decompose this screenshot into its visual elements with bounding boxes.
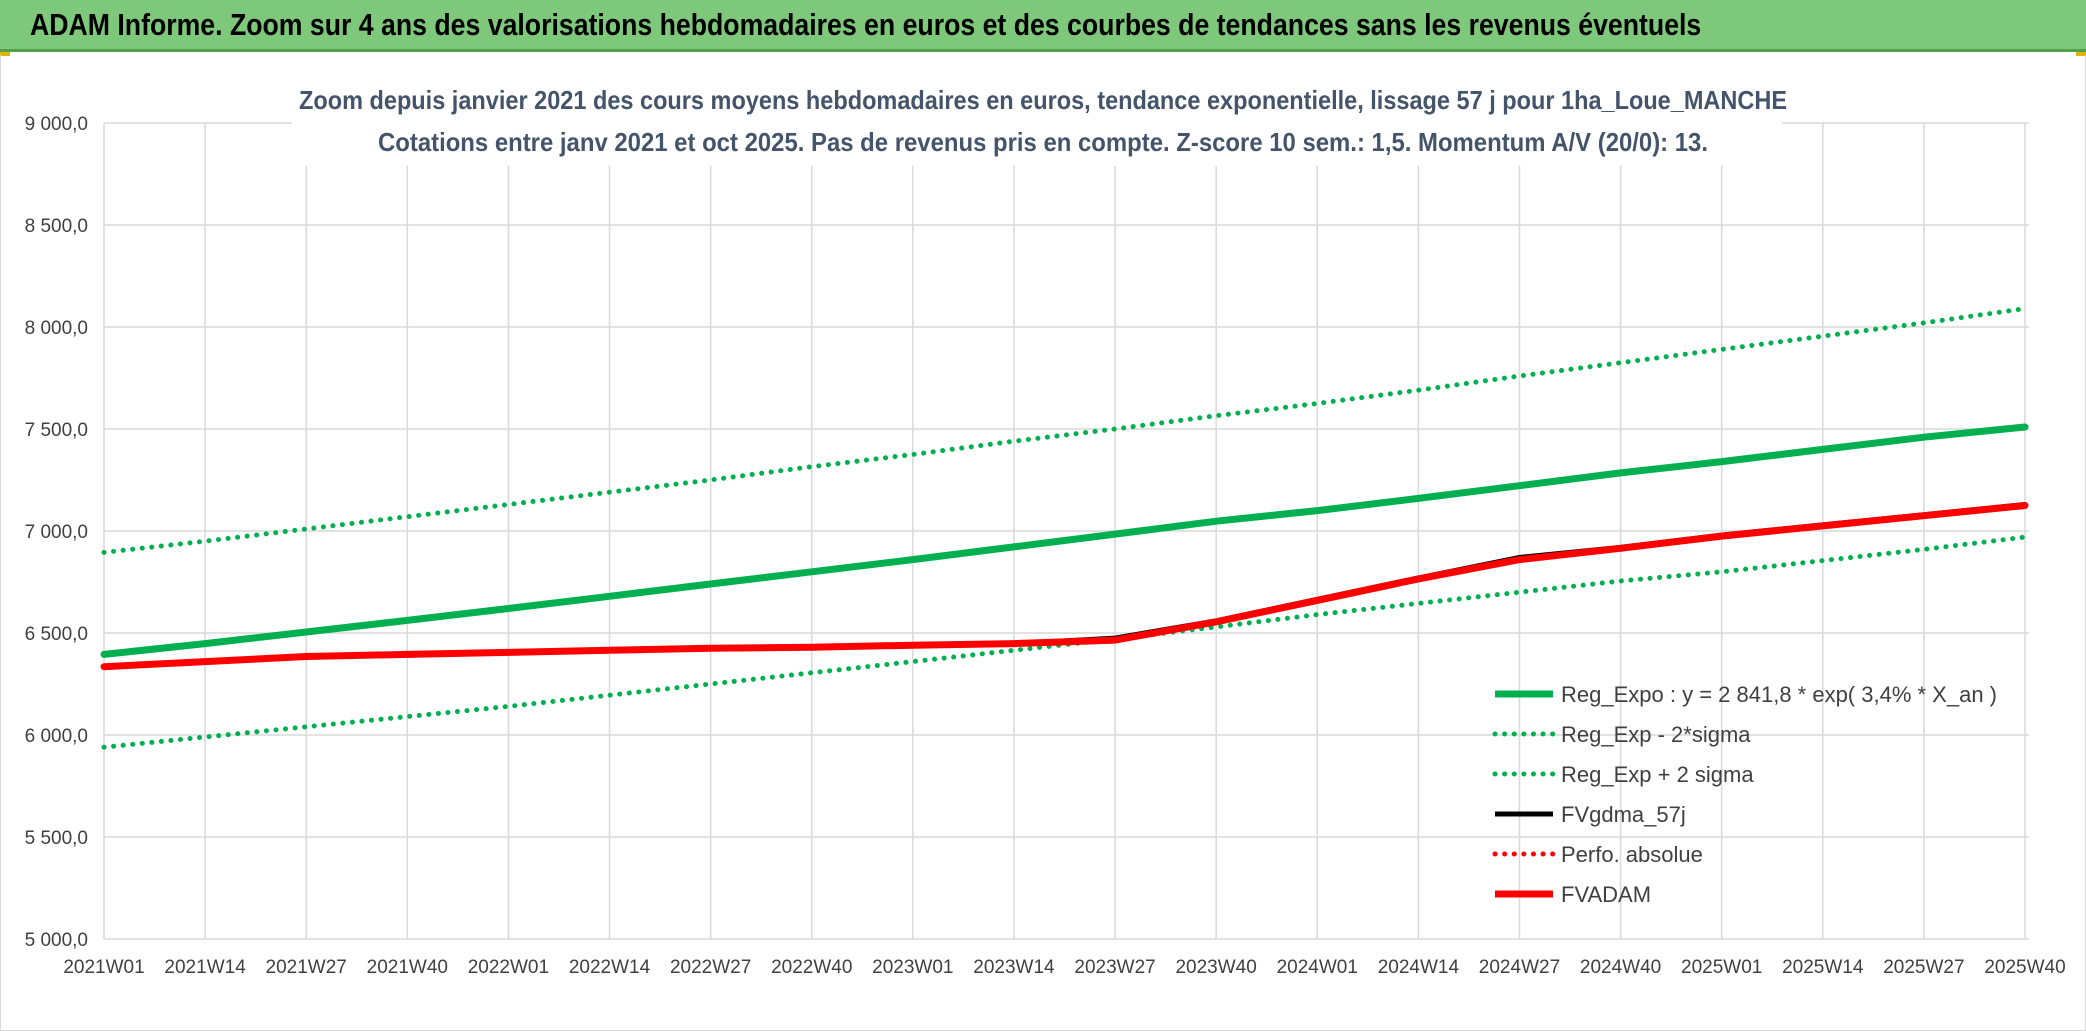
- x-tick-label: 2023W27: [1074, 957, 1155, 978]
- legend-label: Reg_Exp + 2 sigma: [1561, 762, 1754, 787]
- y-tick-label: 9 000,0: [25, 114, 88, 135]
- x-tick-label: 2025W01: [1681, 957, 1762, 978]
- chart-title-line-2: Cotations entre janv 2021 et oct 2025. P…: [378, 127, 1708, 157]
- x-tick-label: 2022W27: [670, 957, 751, 978]
- x-tick-label: 2021W27: [266, 957, 347, 978]
- x-tick-label: 2023W01: [872, 957, 953, 978]
- y-tick-label: 5 000,0: [25, 930, 88, 951]
- x-tick-label: 2024W27: [1479, 957, 1560, 978]
- series-line-fvadam: [100, 502, 2029, 671]
- chart-title-line-1: Zoom depuis janvier 2021 des cours moyen…: [299, 85, 1787, 115]
- x-tick-label: 2021W40: [367, 957, 448, 978]
- x-tick-label: 2021W01: [63, 957, 144, 978]
- legend-label: Reg_Exp - 2*sigma: [1561, 722, 1751, 747]
- y-tick-label: 7 500,0: [25, 420, 88, 441]
- header-banner: ADAM Informe. Zoom sur 4 ans des valoris…: [0, 0, 2086, 52]
- x-tick-label: 2022W01: [468, 957, 549, 978]
- x-tick-label: 2024W14: [1378, 957, 1460, 978]
- x-tick-label: 2022W14: [569, 957, 651, 978]
- x-tick-label: 2023W14: [973, 957, 1055, 978]
- y-tick-label: 6 000,0: [25, 726, 88, 747]
- x-tick-label: 2022W40: [771, 957, 852, 978]
- x-tick-label: 2025W14: [1782, 957, 1864, 978]
- series-line-reg_exp: [101, 534, 2028, 750]
- x-tick-label: 2024W40: [1580, 957, 1661, 978]
- y-tick-label: 8 500,0: [25, 216, 88, 237]
- x-tick-label: 2024W01: [1277, 957, 1358, 978]
- corner-marker-left: [0, 52, 10, 56]
- y-tick-label: 5 500,0: [25, 828, 88, 849]
- series-line-reg_expo: [100, 423, 2029, 658]
- x-tick-label: 2021W14: [164, 957, 246, 978]
- x-tick-label: 2025W40: [1984, 957, 2065, 978]
- page-title: ADAM Informe. Zoom sur 4 ans des valoris…: [30, 7, 1702, 42]
- legend-label: FVADAM: [1561, 882, 1651, 907]
- legend-label: Reg_Expo : y = 2 841,8 * exp( 3,4% * X_a…: [1561, 682, 1997, 707]
- x-tick-label: 2023W40: [1175, 957, 1256, 978]
- corner-marker-right: [2076, 52, 2086, 56]
- legend-label: Perfo. absolue: [1561, 842, 1703, 867]
- legend-label: FVgdma_57j: [1561, 802, 1686, 827]
- series-line-reg_exp: [101, 306, 2028, 555]
- y-tick-label: 8 000,0: [25, 318, 88, 339]
- y-tick-label: 6 500,0: [25, 624, 88, 645]
- x-tick-label: 2025W27: [1883, 957, 1964, 978]
- chart-title-background: [292, 80, 1782, 166]
- y-tick-label: 7 000,0: [25, 522, 88, 543]
